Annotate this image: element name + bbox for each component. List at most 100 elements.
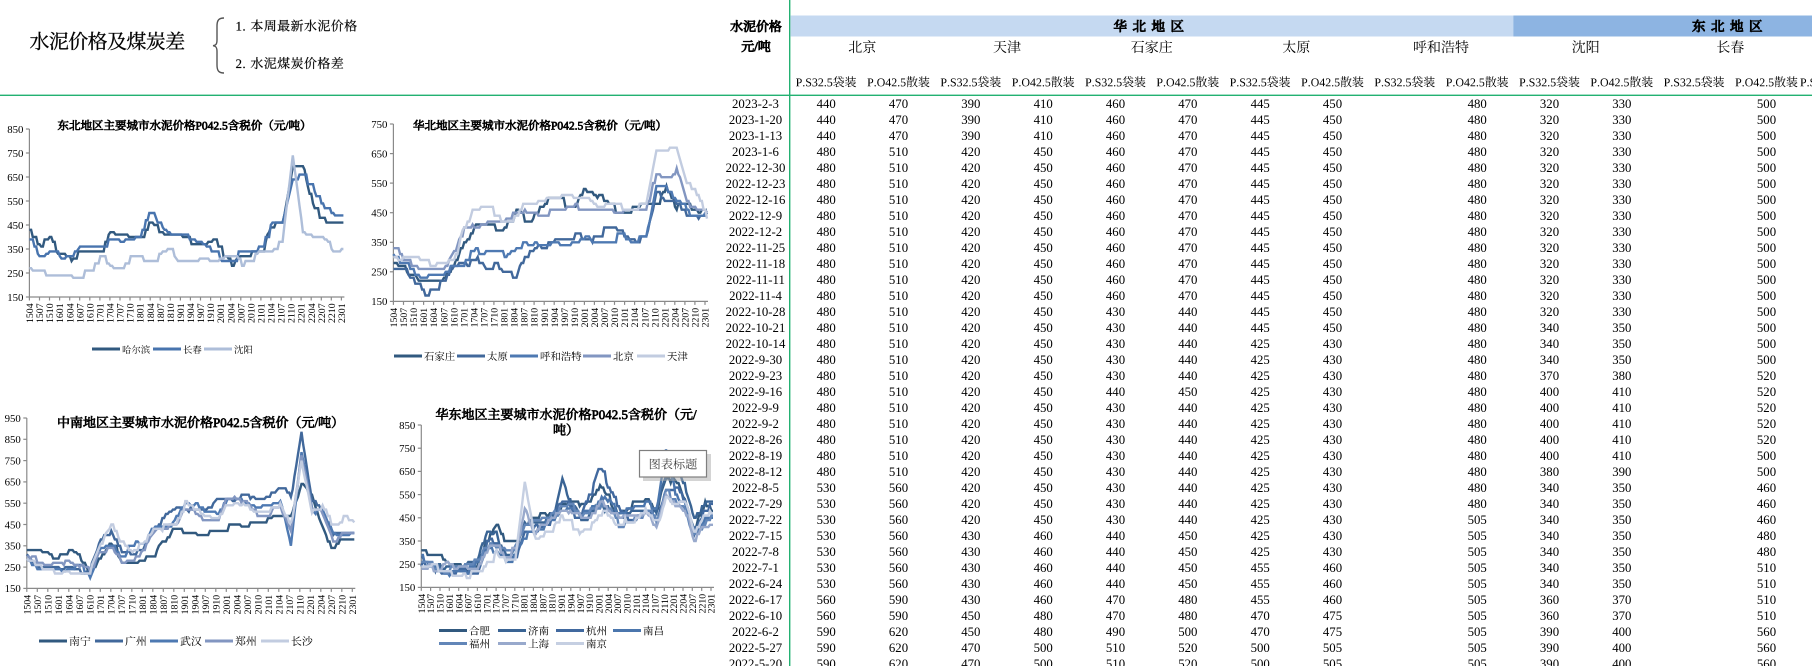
svg-text:2022-5-27: 2022-5-27 (729, 641, 783, 655)
svg-text:470: 470 (1106, 593, 1125, 607)
svg-text:2023-1-20: 2023-1-20 (729, 113, 782, 127)
svg-text:1904: 1904 (186, 303, 197, 323)
svg-text:1610: 1610 (473, 594, 484, 614)
svg-text:480: 480 (1468, 193, 1487, 207)
svg-text:1704: 1704 (469, 308, 480, 328)
svg-text:445: 445 (1251, 289, 1270, 303)
svg-text:500: 500 (1757, 241, 1776, 255)
svg-text:450: 450 (1034, 145, 1053, 159)
svg-text:2007: 2007 (243, 595, 254, 615)
svg-text:425: 425 (1251, 353, 1270, 367)
svg-text:400: 400 (1612, 657, 1631, 666)
svg-text:500: 500 (1757, 145, 1776, 159)
svg-text:320: 320 (1540, 305, 1559, 319)
svg-text:2010: 2010 (610, 308, 621, 328)
svg-text:500: 500 (1757, 161, 1776, 175)
svg-text:2022-11-11: 2022-11-11 (726, 273, 785, 287)
svg-text:510: 510 (889, 273, 908, 287)
svg-text:420: 420 (961, 289, 980, 303)
svg-text:2022-10-21: 2022-10-21 (726, 321, 786, 335)
svg-text:420: 420 (961, 241, 980, 255)
svg-text:620: 620 (889, 641, 908, 655)
svg-text:1907: 1907 (576, 594, 587, 614)
svg-text:590: 590 (817, 641, 836, 655)
svg-text:425: 425 (1251, 481, 1270, 495)
svg-text:320: 320 (1540, 145, 1559, 159)
svg-text:430: 430 (1323, 417, 1342, 431)
svg-text:510: 510 (889, 177, 908, 191)
svg-text:1607: 1607 (75, 303, 86, 323)
svg-text:480: 480 (1034, 609, 1053, 623)
svg-text:450: 450 (1034, 465, 1053, 479)
svg-text:330: 330 (1612, 305, 1631, 319)
svg-text:320: 320 (1540, 97, 1559, 111)
svg-text:2022-6-10: 2022-6-10 (729, 609, 782, 623)
svg-text:470: 470 (1178, 177, 1197, 191)
svg-text:2022-9-9: 2022-9-9 (732, 401, 779, 415)
svg-text:1710: 1710 (126, 303, 137, 323)
svg-text:500: 500 (1757, 225, 1776, 239)
svg-text:480: 480 (1468, 417, 1487, 431)
svg-text:2022-11-25: 2022-11-25 (726, 241, 785, 255)
svg-text:1601: 1601 (445, 594, 456, 614)
svg-text:400: 400 (1540, 433, 1559, 447)
svg-text:510: 510 (889, 225, 908, 239)
svg-text:510: 510 (889, 353, 908, 367)
svg-text:480: 480 (1468, 177, 1487, 191)
svg-text:510: 510 (889, 145, 908, 159)
svg-text:2001: 2001 (222, 595, 233, 615)
svg-text:2004: 2004 (226, 303, 237, 323)
svg-text:420: 420 (961, 273, 980, 287)
svg-text:1807: 1807 (538, 594, 549, 614)
svg-text:430: 430 (1106, 369, 1125, 383)
svg-text:440: 440 (1178, 513, 1197, 527)
svg-text:2110: 2110 (650, 308, 661, 327)
svg-text:1710: 1710 (510, 594, 521, 614)
svg-text:490: 490 (1106, 625, 1125, 639)
svg-text:460: 460 (1323, 593, 1342, 607)
svg-text:505: 505 (1468, 545, 1487, 559)
svg-text:390: 390 (1612, 465, 1631, 479)
svg-text:470: 470 (889, 129, 908, 143)
svg-text:510: 510 (889, 449, 908, 463)
svg-text:530: 530 (817, 561, 836, 575)
svg-text:1901: 1901 (180, 595, 191, 615)
svg-text:390: 390 (961, 113, 980, 127)
svg-text:2022-10-14: 2022-10-14 (726, 337, 786, 351)
svg-text:480: 480 (817, 417, 836, 431)
svg-text:450: 450 (1034, 161, 1053, 175)
svg-text:445: 445 (1251, 241, 1270, 255)
svg-text:500: 500 (1251, 657, 1270, 666)
svg-text:440: 440 (1178, 433, 1197, 447)
svg-text:510: 510 (889, 321, 908, 335)
svg-text:440: 440 (1178, 465, 1197, 479)
svg-text:2201: 2201 (297, 303, 308, 323)
svg-text:440: 440 (1178, 305, 1197, 319)
svg-text:330: 330 (1612, 161, 1631, 175)
svg-text:510: 510 (889, 337, 908, 351)
svg-text:450: 450 (1034, 321, 1053, 335)
svg-text:340: 340 (1540, 577, 1559, 591)
svg-text:390: 390 (1540, 641, 1559, 655)
svg-text:505: 505 (1468, 625, 1487, 639)
svg-text:2207: 2207 (317, 303, 328, 323)
svg-text:1810: 1810 (530, 308, 541, 328)
svg-text:330: 330 (1612, 177, 1631, 191)
svg-text:530: 530 (817, 529, 836, 543)
svg-text:510: 510 (889, 385, 908, 399)
svg-text:430: 430 (1106, 417, 1125, 431)
svg-text:505: 505 (1468, 609, 1487, 623)
svg-text:380: 380 (1540, 465, 1559, 479)
svg-text:1701: 1701 (96, 303, 107, 323)
svg-text:470: 470 (1178, 289, 1197, 303)
svg-text:460: 460 (1757, 513, 1776, 527)
svg-text:430: 430 (1323, 529, 1342, 543)
svg-text:1710: 1710 (127, 595, 138, 615)
svg-text:950: 950 (5, 413, 21, 425)
svg-text:480: 480 (817, 145, 836, 159)
svg-text:430: 430 (1323, 433, 1342, 447)
svg-text:450: 450 (1034, 193, 1053, 207)
svg-text:1910: 1910 (570, 308, 581, 328)
svg-text:560: 560 (1757, 657, 1776, 666)
svg-text:1904: 1904 (550, 308, 561, 328)
